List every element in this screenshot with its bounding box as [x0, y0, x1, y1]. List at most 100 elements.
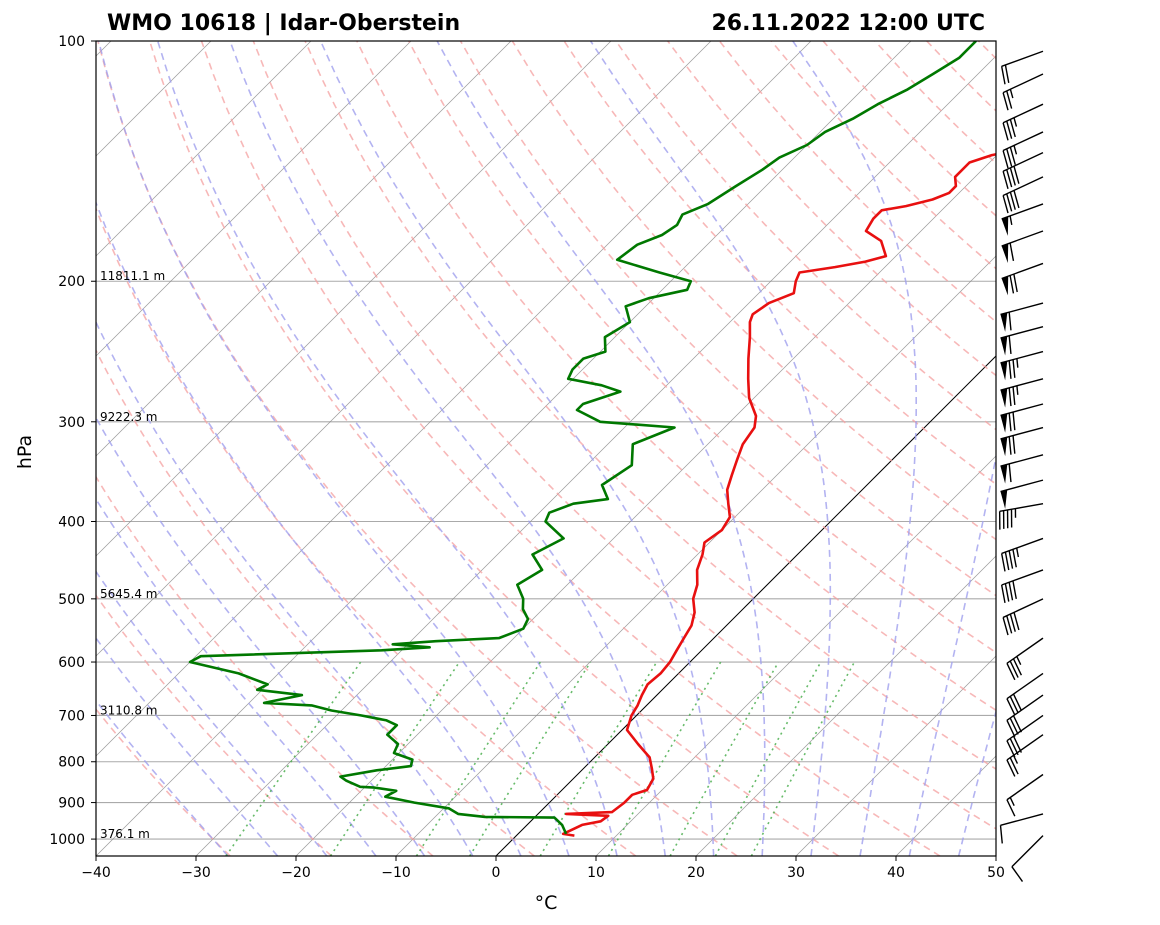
wind-barb-feather: [1013, 273, 1018, 293]
wind-barb-feather: [1004, 551, 1010, 571]
height-label: 5645.4 m: [100, 587, 158, 601]
y-tick-label: 100: [58, 34, 85, 50]
wind-barb-feather: [1008, 463, 1012, 483]
height-label: 3110.8 m: [100, 703, 158, 717]
wind-barb-feather: [1009, 242, 1015, 262]
wind-barb-shaft: [1000, 479, 1044, 493]
mixing-ratio-line: [669, 661, 780, 856]
station-title: WMO 10618 | Idar-Oberstein: [107, 11, 460, 36]
wind-barb: [1000, 537, 1044, 572]
background-lines: [0, 41, 996, 856]
wind-barb-flag: [1001, 276, 1009, 296]
wind-barb-shaft: [1002, 103, 1044, 124]
dry-adiabat-line: [356, 41, 996, 712]
wind-barb-shaft: [1001, 569, 1044, 586]
wind-barb-feather: [1008, 335, 1012, 354]
wind-barb-shaft: [1000, 426, 1044, 440]
wind-barb-half-feather: [1013, 145, 1018, 155]
x-tick-label: 10: [587, 865, 605, 881]
isotherm-line: [195, 55, 996, 856]
moist-adiabat-line: [792, 41, 918, 856]
plot-frame: [95, 40, 997, 857]
wind-barb-feather: [1012, 359, 1016, 378]
dry-adiabat-line: [200, 41, 941, 856]
x-tick-label: −30: [181, 865, 211, 881]
moist-adiabat-line: [229, 41, 666, 856]
wind-barb-half-feather: [1016, 358, 1019, 368]
isotherm-line: [96, 41, 812, 757]
wind-barb-feather: [1012, 658, 1023, 676]
isotherm-line: [295, 155, 996, 856]
wind-barb: [1000, 403, 1044, 433]
wind-barb-feather: [1009, 191, 1016, 210]
wind-barb-feather: [1006, 120, 1013, 139]
zero-isotherm-line: [495, 355, 996, 856]
wind-barbs: [998, 50, 1044, 882]
wind-barb-feather: [1004, 583, 1010, 602]
wind-barb-feather: [999, 825, 1003, 844]
wind-barb-feather: [1000, 553, 1006, 572]
wind-barb-feather: [1008, 387, 1012, 407]
dry-adiabat-line: [97, 41, 738, 856]
mixing-ratio-line: [539, 661, 658, 856]
wind-barb: [1006, 694, 1044, 738]
y-tick-label: 800: [58, 755, 85, 771]
wind-barb-shaft: [1000, 454, 1044, 467]
moist-adiabat-line: [319, 41, 715, 856]
wind-barb-shaft: [1006, 694, 1044, 721]
moist-adiabat-line: [96, 570, 328, 856]
dry-adiabat-line: [615, 41, 996, 431]
isotherm-line: [96, 41, 912, 856]
wind-barb-feather: [1006, 90, 1013, 109]
wind-barb-shaft: [1001, 50, 1044, 67]
wind-barb: [1000, 325, 1044, 356]
wind-barb-shaft: [1001, 537, 1044, 555]
wind-barb-feather: [1002, 92, 1009, 111]
dry-adiabat-line: [511, 41, 996, 541]
moist-adiabat-line: [96, 320, 474, 856]
wind-barb: [1006, 637, 1044, 681]
wind-barb-feather: [1009, 613, 1016, 632]
wind-barb-feather: [1012, 580, 1017, 599]
wind-barb-shaft: [1006, 734, 1044, 761]
wind-barb-shaft: [1000, 403, 1044, 417]
wind-barb-flag: [1000, 388, 1008, 408]
wind-barb-shaft: [1000, 813, 1044, 826]
wind-barb-shaft: [1000, 378, 1044, 391]
moist-adiabat-line: [96, 636, 279, 856]
isotherm-line: [96, 41, 412, 357]
moist-adiabat-line: [96, 200, 522, 856]
moist-adiabat-line: [156, 41, 618, 856]
x-axis-label: °C: [535, 892, 558, 914]
wind-barb-feather: [1006, 799, 1016, 817]
moist-adiabat-line: [97, 41, 570, 856]
wind-barb-feather: [1006, 615, 1013, 634]
mixing-ratio-line: [607, 661, 722, 856]
wind-barb-feather: [1008, 412, 1012, 432]
isotherm-line: [96, 41, 612, 557]
wind-barb-feather: [1008, 436, 1012, 455]
wind-barb: [998, 503, 1044, 530]
wind-barb-feather: [1006, 720, 1016, 738]
isotherm-line: [0, 41, 11, 856]
wind-barb-feather: [1006, 148, 1013, 167]
wind-barb-flag: [1000, 464, 1008, 484]
mixing-ratio-line: [469, 661, 592, 856]
y-tick-label: 300: [58, 415, 85, 431]
wind-barb-feather: [1012, 411, 1016, 431]
wind-barb: [1002, 131, 1044, 169]
dry-adiabat-line: [96, 206, 637, 856]
dewpoint-profile-line: [188, 41, 977, 835]
wind-barb-feather: [1006, 759, 1016, 777]
dry-adiabat-line: [926, 41, 996, 112]
x-tick-label: −40: [81, 865, 111, 881]
y-tick-label: 700: [58, 708, 85, 724]
wind-barb: [1006, 672, 1044, 716]
wind-barb-feather: [1009, 717, 1019, 735]
wind-barb-flag: [1000, 336, 1008, 356]
wind-barb-feather: [1002, 195, 1009, 214]
wind-barb-feather: [1012, 386, 1016, 406]
moist-adiabat-line: [96, 416, 426, 856]
dry-adiabat-line: [407, 41, 996, 654]
